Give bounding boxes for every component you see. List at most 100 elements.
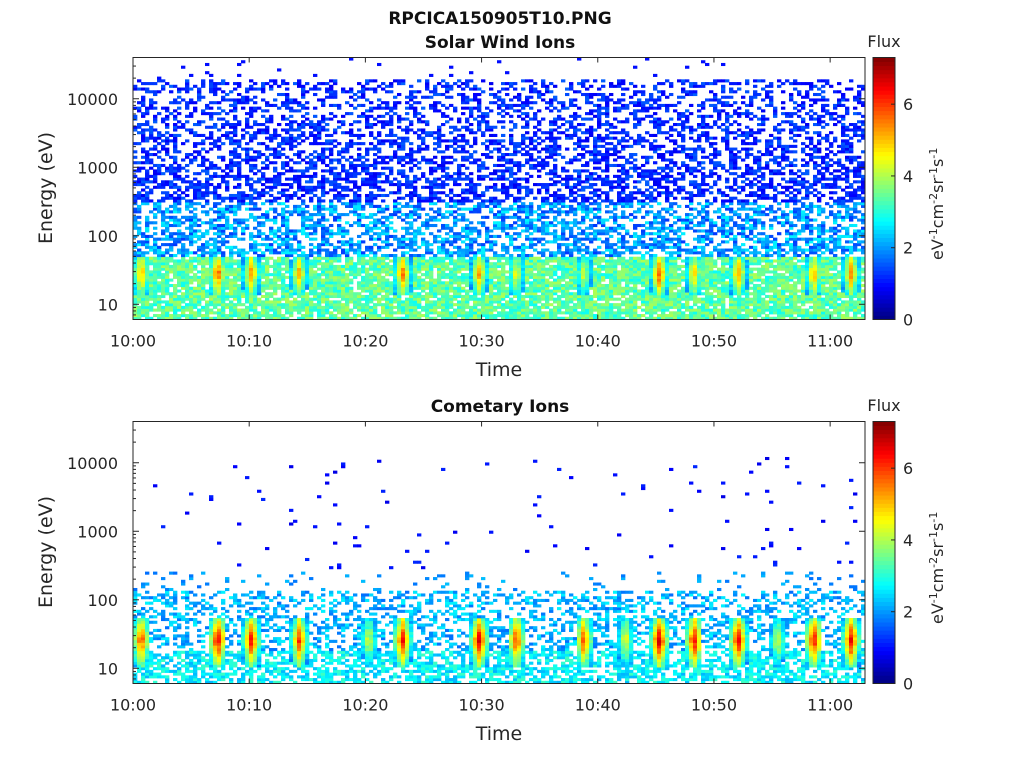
heatmap-cell <box>285 292 290 296</box>
heatmap-cell <box>437 303 442 307</box>
heatmap-cell <box>413 294 418 299</box>
heatmap-cell <box>273 103 278 107</box>
heatmap-cell <box>305 297 310 301</box>
heatmap-cell <box>177 273 182 277</box>
heatmap-cell <box>289 142 294 146</box>
heatmap-cell <box>137 270 142 274</box>
heatmap-cell <box>385 237 390 241</box>
heatmap-cell <box>377 180 382 184</box>
heatmap-cell <box>437 128 442 132</box>
heatmap-cell <box>297 101 302 105</box>
heatmap-cell <box>133 278 138 282</box>
heatmap-cell <box>225 183 230 187</box>
heatmap-cell <box>429 267 434 271</box>
heatmap-cell <box>517 281 522 285</box>
heatmap-cell <box>217 267 222 271</box>
heatmap-cell <box>309 237 314 241</box>
heatmap-cell <box>241 311 246 315</box>
heatmap-cell <box>177 218 182 222</box>
heatmap-cell <box>161 229 166 233</box>
heatmap-cell <box>193 218 198 222</box>
heatmap-cell <box>249 292 254 296</box>
heatmap-cell <box>133 273 138 277</box>
heatmap-cell <box>417 161 422 165</box>
heatmap-cell <box>445 267 450 271</box>
heatmap-cell <box>353 169 358 173</box>
heatmap-cell <box>325 142 330 146</box>
heatmap-cell <box>505 223 510 228</box>
heatmap-cell <box>305 90 310 94</box>
heatmap-cell <box>301 226 306 230</box>
heatmap-cell <box>421 223 426 228</box>
heatmap-cell <box>329 270 334 274</box>
heatmap-cell <box>273 316 278 320</box>
heatmap-cell <box>449 281 454 285</box>
heatmap-cell <box>377 188 382 192</box>
heatmap-cell <box>353 174 358 178</box>
heatmap-cell <box>213 275 218 279</box>
heatmap-cell <box>413 270 418 274</box>
heatmap-cell <box>189 215 194 219</box>
heatmap-cell <box>425 292 430 296</box>
heatmap-cell <box>381 267 386 271</box>
heatmap-cell <box>509 120 514 124</box>
heatmap-cell <box>217 278 222 282</box>
heatmap-cell <box>169 155 174 159</box>
heatmap-cell <box>493 234 498 238</box>
heatmap-cell <box>137 275 142 279</box>
heatmap-cell <box>249 199 254 203</box>
heatmap-cell <box>209 308 214 312</box>
heatmap-cell <box>157 289 162 293</box>
heatmap-cell <box>481 114 486 118</box>
heatmap-cell <box>417 275 422 279</box>
heatmap-cell <box>133 210 138 214</box>
heatmap-cell <box>457 163 462 168</box>
heatmap-cell <box>513 270 518 274</box>
heatmap-cell <box>421 221 426 225</box>
heatmap-cell <box>341 169 346 173</box>
heatmap-cell <box>405 305 410 309</box>
heatmap-cell <box>325 300 330 304</box>
heatmap-cell <box>209 142 214 146</box>
heatmap-cell <box>369 256 374 260</box>
heatmap-cell <box>149 161 154 165</box>
heatmap-cell <box>261 243 266 247</box>
heatmap-cell <box>409 289 414 293</box>
heatmap-cell <box>273 240 278 244</box>
heatmap-cell <box>333 210 338 214</box>
heatmap-cell <box>289 262 294 266</box>
heatmap-cell <box>393 199 398 203</box>
heatmap-cell <box>493 188 498 192</box>
heatmap-cell <box>201 251 206 255</box>
heatmap-cell <box>317 82 322 86</box>
heatmap-cell <box>325 311 330 315</box>
heatmap-cell <box>377 292 382 296</box>
heatmap-cell <box>497 254 502 258</box>
heatmap-cell <box>465 117 470 121</box>
heatmap-cell <box>261 289 266 293</box>
heatmap-cell <box>509 185 514 189</box>
heatmap-cell <box>337 174 342 178</box>
heatmap-cell <box>205 308 210 312</box>
heatmap-cell <box>433 210 438 214</box>
heatmap-cell <box>481 193 486 198</box>
heatmap-cell <box>425 243 430 247</box>
heatmap-cell <box>237 172 242 176</box>
heatmap-cell <box>217 284 222 288</box>
heatmap-cell <box>369 215 374 219</box>
heatmap-cell <box>405 193 410 198</box>
heatmap-cell <box>497 292 502 296</box>
heatmap-cell <box>373 174 378 178</box>
heatmap-cell <box>177 174 182 178</box>
heatmap-cell <box>149 106 154 110</box>
heatmap-cell <box>153 153 158 157</box>
heatmap-cell <box>133 114 138 118</box>
heatmap-cell <box>313 123 318 127</box>
heatmap-cell <box>305 284 310 288</box>
heatmap-cell <box>137 210 142 214</box>
heatmap-cell <box>361 87 366 91</box>
heatmap-cell <box>221 273 226 277</box>
heatmap-cell <box>361 207 366 211</box>
heatmap-cell <box>493 300 498 304</box>
heatmap-cell <box>341 185 346 189</box>
